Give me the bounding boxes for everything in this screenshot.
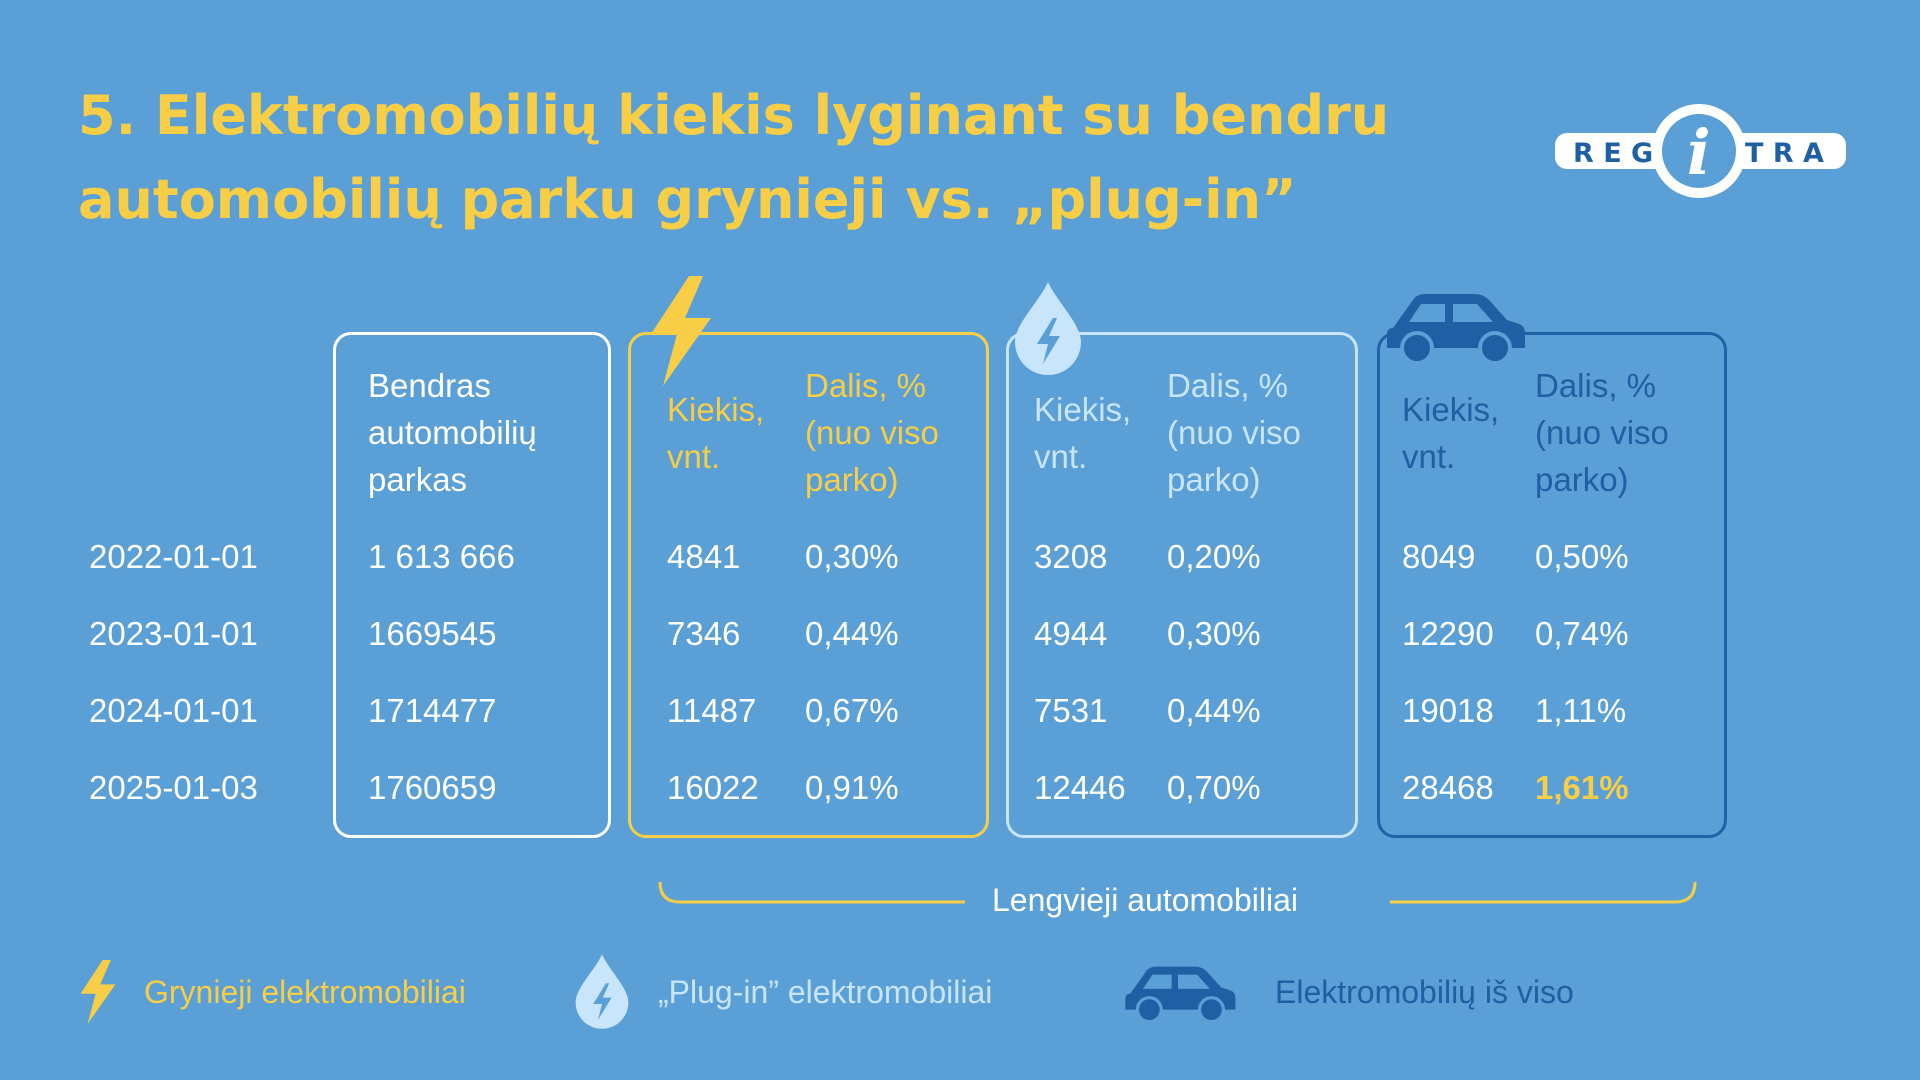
row-all-count: 8049 [1402,538,1476,575]
svg-text:R E G: R E G [1573,138,1653,169]
row-net-count: 4841 [667,538,741,575]
drop-lightning-icon [1015,282,1081,375]
row-all-share: 0,50% [1535,538,1629,575]
title-line-1: 5. Elektromobilių kiekis lyginant su ben… [78,84,1390,147]
row-all-share: 0,74% [1535,615,1629,652]
regitra-logo: R E G i T R A [1555,104,1846,198]
legend-drop-lightning-icon [575,954,629,1029]
row-plug-count: 7531 [1034,692,1108,729]
total-fleet-panel [333,332,611,838]
row-total: 1714477 [368,692,497,729]
plugin-ev-panel [1006,332,1358,838]
row-plug-share: 0,20% [1167,538,1261,575]
header-all-share: Dalis, % (nuo viso parko) [1535,367,1669,498]
row-all-count: 19018 [1402,692,1494,729]
row-all-count: 12290 [1402,615,1494,652]
row-net-count: 7346 [667,615,741,652]
row-plug-share: 0,30% [1167,615,1261,652]
header-all-count: Kiekis, vnt. [1402,391,1500,475]
row-all-share: 1,11% [1535,692,1627,729]
row-date: 2025-01-03 [89,769,258,806]
row-plug-share: 0,70% [1167,769,1261,806]
row-net-share: 0,44% [805,615,899,652]
row-net-share: 0,91% [805,769,899,806]
row-plug-count: 12446 [1034,769,1126,806]
row-net-share: 0,67% [805,692,899,729]
row-total: 1669545 [368,615,497,652]
lightning-icon [651,276,711,386]
group-bracket [658,881,1697,904]
legend-car-icon [1125,966,1236,1024]
row-total: 1760659 [368,769,497,806]
header-total-fleet: Bendras automobilių parkas [368,367,537,498]
svg-text:T R A: T R A [1745,138,1824,169]
header-net-count: Kiekis, vnt. [667,391,765,475]
row-plug-count: 3208 [1034,538,1108,575]
car-icon [1387,294,1525,365]
title-line-2: automobilių parku grynieji vs. „plug-in” [78,168,1297,231]
net-ev-panel [628,332,989,838]
svg-text:i: i [1687,116,1711,189]
all-ev-panel [1377,332,1727,838]
legend-total-label: Elektromobilių iš viso [1275,974,1574,1010]
row-date: 2023-01-01 [89,615,258,652]
legend-plugin-label: „Plug-in” elektromobiliai [658,974,993,1010]
row-net-count: 16022 [667,769,759,806]
row-plug-share: 0,44% [1167,692,1261,729]
row-net-share: 0,30% [805,538,899,575]
row-total: 1 613 666 [368,538,515,575]
header-net-share: Dalis, % (nuo viso parko) [805,367,939,498]
page-title: 5. Elektromobilių kiekis lyginant su ben… [78,74,1389,242]
header-plugin-share: Dalis, % (nuo viso parko) [1167,367,1301,498]
row-plug-count: 4944 [1034,615,1108,652]
legend-net-label: Grynieji elektromobiliai [144,974,466,1010]
row-all-count: 28468 [1402,769,1494,806]
row-net-count: 11487 [667,692,757,729]
row-all-share-highlight: 1,61% [1535,769,1629,806]
group-label: Lengvieji automobiliai [992,882,1298,918]
header-plugin-count: Kiekis, vnt. [1034,391,1132,475]
legend-lightning-icon [80,960,116,1024]
row-date: 2022-01-01 [89,538,258,575]
row-date: 2024-01-01 [89,692,258,729]
